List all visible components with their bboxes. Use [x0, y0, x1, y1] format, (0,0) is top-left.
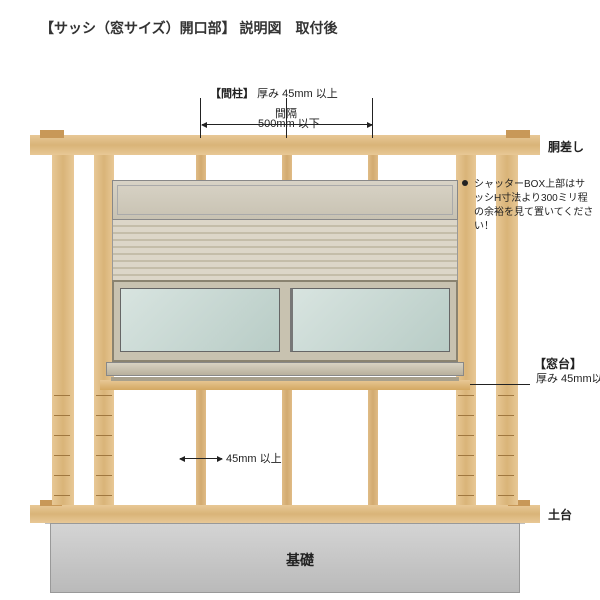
madodai-spec: 厚み 45mm以上: [536, 370, 600, 386]
stud-width-arrow: [180, 458, 222, 459]
sash-sill: [106, 362, 464, 376]
foundation-label: 基礎: [0, 550, 600, 570]
stud-width-label: 45mm 以上: [226, 450, 282, 466]
stud-top-1: [196, 155, 206, 181]
window-sill-board: [100, 380, 470, 390]
stud-bot-1: [196, 390, 206, 505]
leader-stud-1: [200, 98, 201, 138]
madodai-leader: [470, 384, 530, 385]
sash-frame: [112, 280, 458, 362]
top-girt-beam: [30, 135, 540, 155]
shutter-note: シャッターBOX上部はサッシH寸法より300ミリ程の余裕を見て置いてください！: [474, 178, 594, 234]
shutter-box: [112, 180, 458, 220]
structural-diagram: 基礎 【間柱】 厚: [0, 60, 600, 560]
spacing-value: 500mm 以下: [258, 115, 320, 131]
mabashira-text: 【間柱】: [210, 88, 254, 100]
sill-plate-beam: [30, 505, 540, 523]
top-cap-l: [40, 130, 64, 138]
stud-top-2: [282, 155, 292, 181]
mabashira-spec: 厚み 45mm 以上: [257, 88, 338, 100]
leader-stud-3: [372, 98, 373, 138]
glass-left: [120, 288, 280, 352]
note-dot: [462, 180, 468, 186]
ticks-1: [52, 385, 72, 505]
top-cap-r: [506, 130, 530, 138]
stud-bot-3: [368, 390, 378, 505]
window-unit: [112, 180, 458, 380]
stud-top-3: [368, 155, 378, 181]
stud-bot-2: [282, 390, 292, 505]
ticks-3: [456, 385, 476, 505]
diagram-title: 【サッシ（窓サイズ）開口部】 説明図 取付後: [40, 18, 337, 38]
ticks-4: [496, 385, 516, 505]
shutter-blinds: [112, 220, 458, 280]
glass-right: [290, 288, 450, 352]
doushi-label: 胴差し: [548, 138, 584, 155]
mabashira-label: 【間柱】 厚み 45mm 以上: [210, 85, 338, 101]
ticks-2: [94, 385, 114, 505]
dodai-label: 土台: [548, 506, 572, 523]
